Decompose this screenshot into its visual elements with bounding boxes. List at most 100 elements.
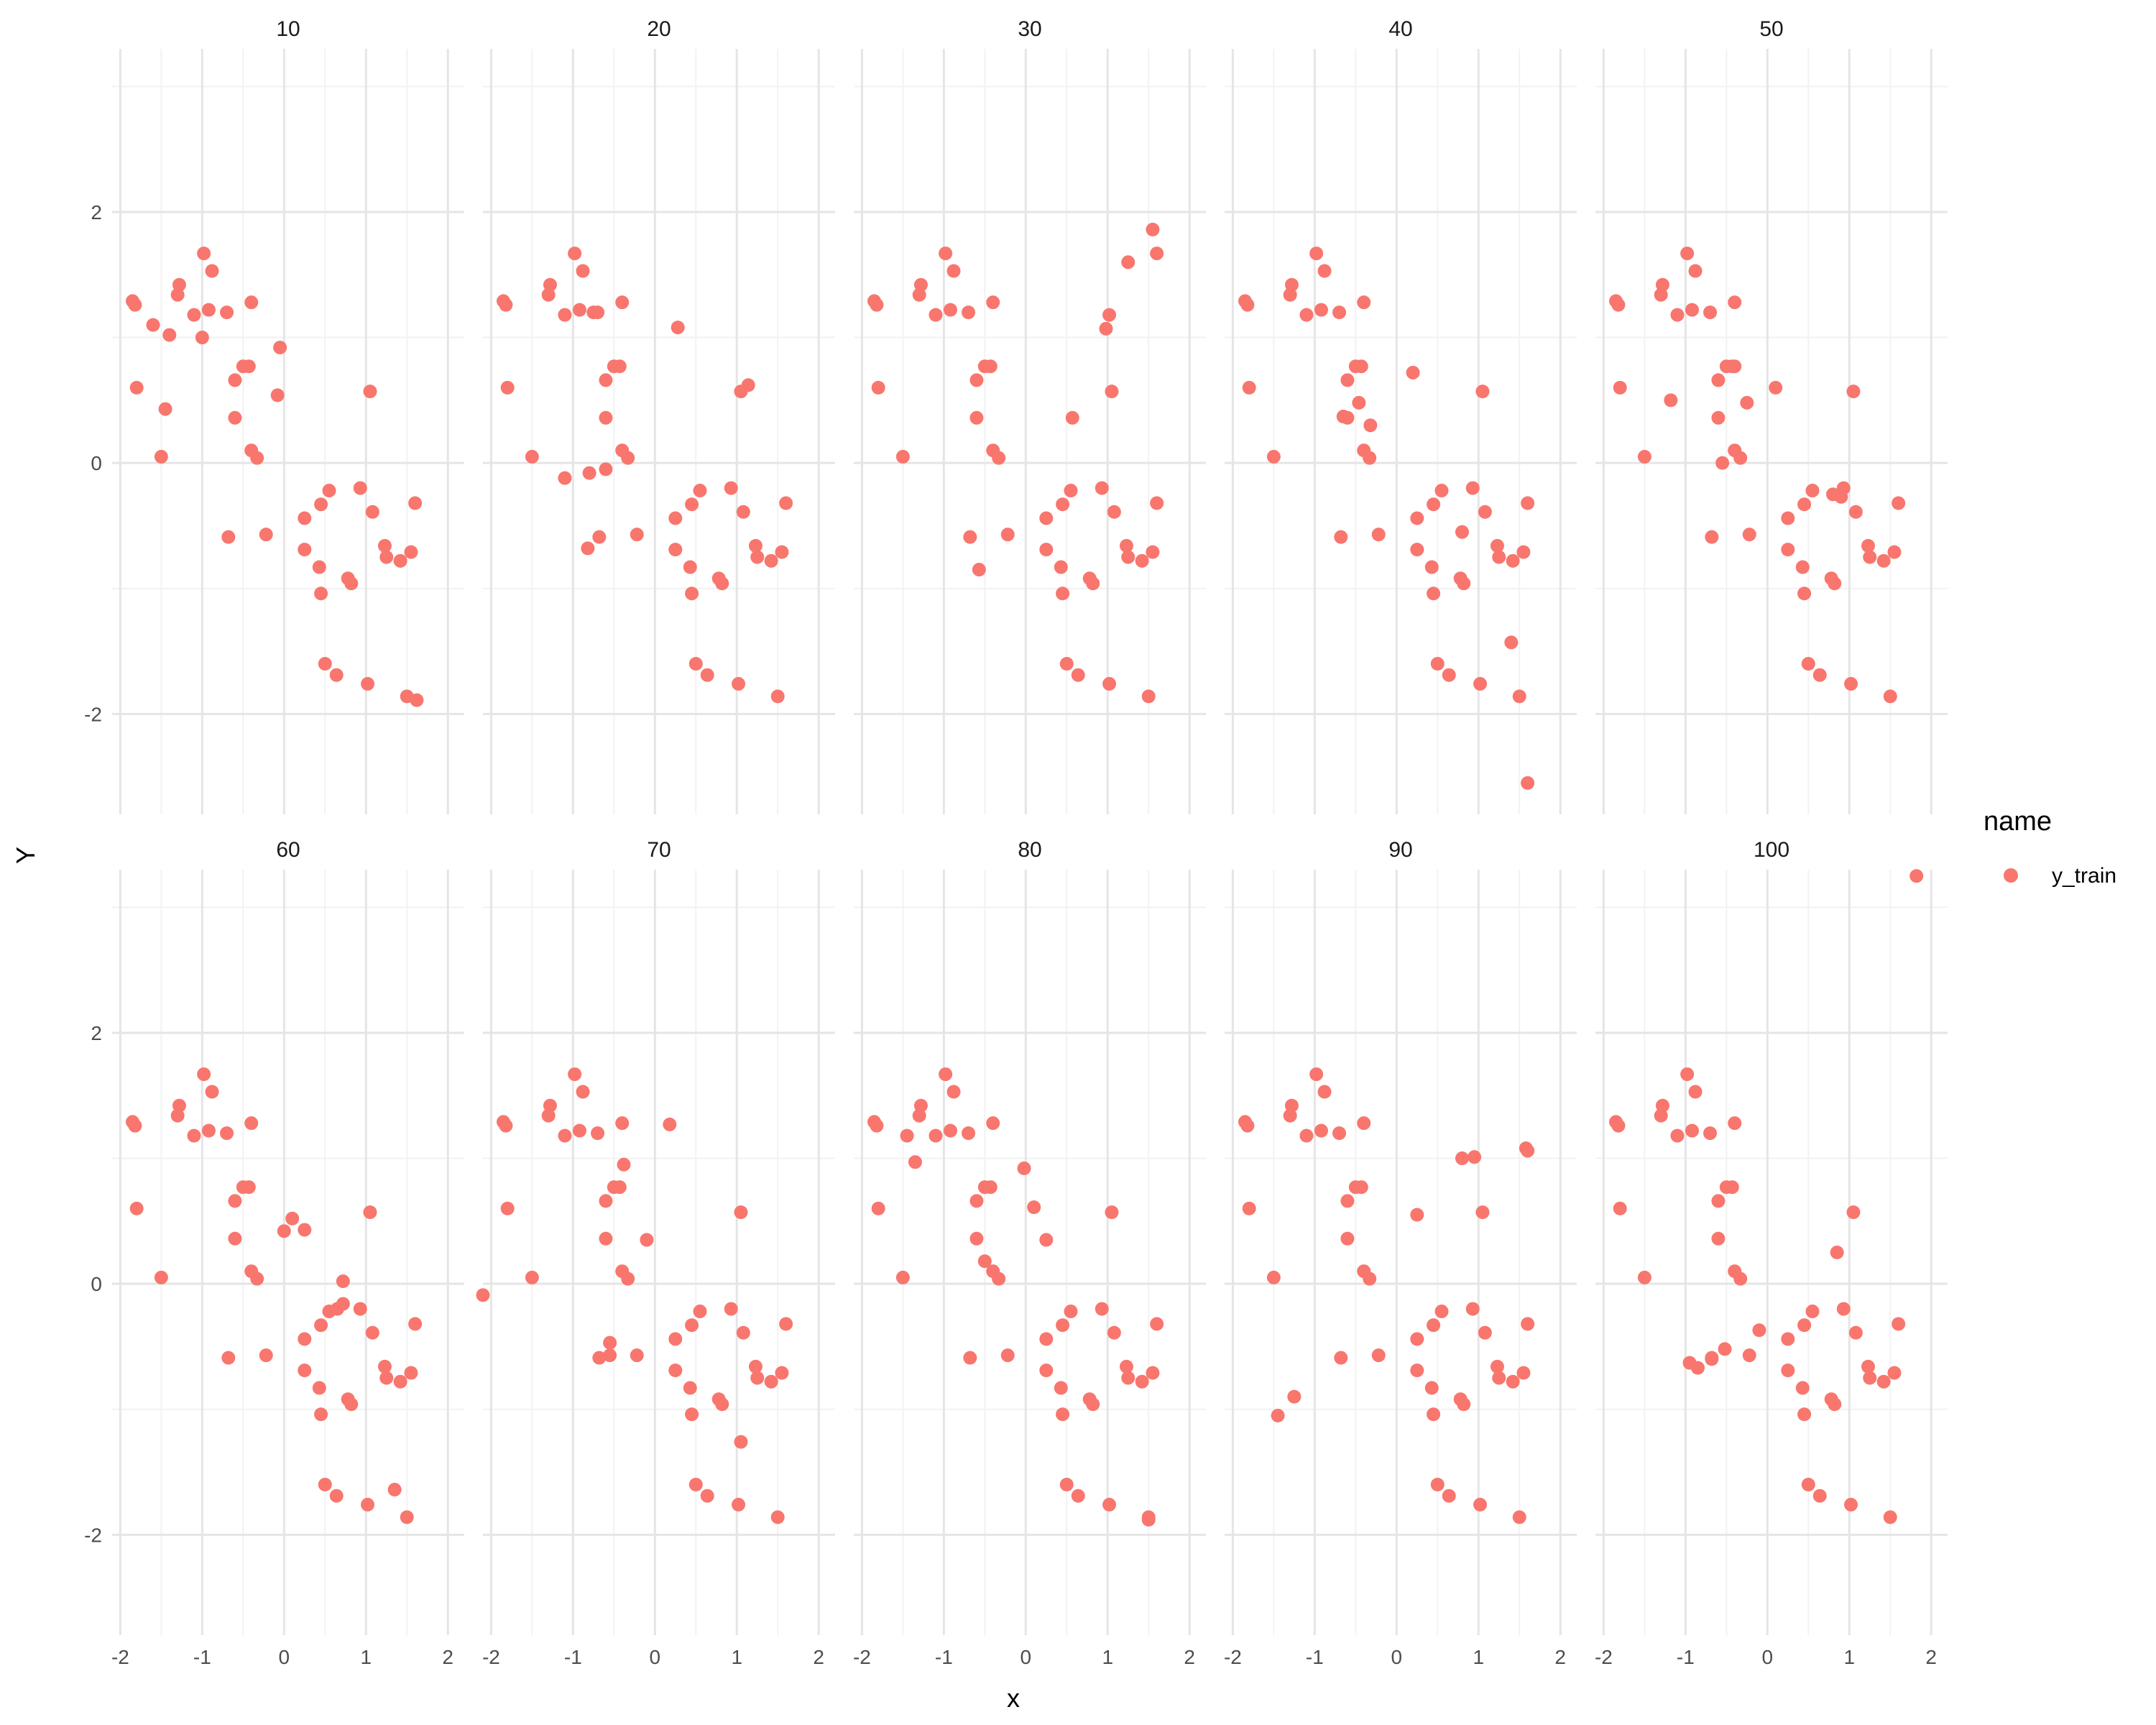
facet-panel — [112, 870, 464, 1635]
data-point — [400, 1510, 414, 1524]
data-point — [1516, 545, 1531, 559]
data-point — [1340, 1231, 1355, 1246]
data-point — [700, 1489, 714, 1503]
data-point — [318, 1477, 332, 1491]
data-point — [408, 496, 423, 510]
data-point — [1314, 1123, 1328, 1138]
facet-strip-labels: 10 20 30 40 50 60 70 80 90 100 — [276, 17, 1789, 862]
facet-panel — [854, 49, 1206, 814]
x-tick-label: 1 — [1102, 1646, 1113, 1668]
data-point — [870, 298, 884, 312]
data-point — [1613, 380, 1627, 395]
data-point — [1512, 689, 1526, 704]
data-point — [764, 1374, 778, 1389]
data-point — [688, 1477, 703, 1491]
data-point — [630, 1348, 644, 1363]
data-point — [1332, 1126, 1347, 1141]
data-point — [621, 451, 635, 465]
data-point — [992, 451, 1006, 465]
data-point — [558, 1128, 572, 1143]
data-point — [329, 668, 344, 682]
data-point — [361, 1497, 375, 1512]
data-point — [912, 288, 926, 302]
data-point — [1711, 1231, 1726, 1246]
data-point — [1797, 497, 1812, 512]
data-point — [1336, 410, 1350, 424]
data-point — [946, 264, 961, 278]
y-tick-label: 2 — [91, 201, 102, 224]
data-point — [1680, 247, 1695, 261]
data-point — [1135, 553, 1149, 568]
facet-strip-label: 70 — [647, 838, 671, 862]
data-point — [929, 1128, 943, 1143]
data-point — [986, 1116, 1000, 1131]
data-point — [1725, 1180, 1739, 1195]
data-point — [1340, 373, 1355, 387]
data-point — [1056, 1318, 1070, 1333]
data-point — [724, 481, 738, 495]
data-point — [1354, 1180, 1368, 1195]
data-point — [946, 1085, 961, 1099]
x-tick-labels: -2 -1 0 1 2 -2 -1 0 1 2 -2 -1 0 1 2 -2 -1 0 1 2 -2 -1 0 1 2 — [111, 1646, 1937, 1668]
data-point — [1039, 1363, 1054, 1378]
data-point — [499, 1118, 513, 1133]
data-point — [1797, 1318, 1812, 1333]
data-point — [576, 1085, 590, 1099]
data-point — [683, 560, 697, 574]
data-point — [1478, 1325, 1492, 1340]
data-point — [500, 1201, 515, 1215]
data-point — [1121, 255, 1135, 270]
data-point — [1718, 1342, 1732, 1356]
data-point — [939, 1067, 953, 1082]
data-point — [1056, 497, 1070, 512]
data-point — [1266, 1270, 1281, 1284]
data-point — [568, 1067, 582, 1082]
data-point — [1363, 451, 1377, 465]
data-point — [1064, 484, 1078, 498]
data-point — [154, 449, 168, 464]
data-point — [1909, 869, 1924, 883]
data-point — [1017, 1162, 1031, 1176]
data-point — [1430, 1477, 1445, 1491]
data-point — [1371, 1348, 1386, 1363]
x-tick-label: 0 — [279, 1646, 290, 1668]
data-point — [1805, 1305, 1820, 1319]
data-point — [1473, 676, 1488, 691]
data-point — [158, 402, 172, 416]
data-point — [576, 264, 590, 278]
data-point — [1781, 1363, 1795, 1378]
data-point — [683, 1381, 697, 1395]
data-point — [1054, 560, 1068, 574]
x-tick-label: 0 — [1021, 1646, 1032, 1668]
facet-panel — [1225, 49, 1577, 814]
data-point — [298, 1363, 312, 1378]
data-point — [1848, 1325, 1863, 1340]
data-point — [1825, 487, 1840, 502]
data-point — [615, 1116, 630, 1131]
data-point — [1733, 1271, 1748, 1286]
data-point — [1521, 1317, 1535, 1331]
data-point — [1283, 288, 1297, 302]
data-point — [1455, 1151, 1469, 1166]
data-point — [750, 550, 765, 564]
data-point — [197, 1067, 211, 1082]
data-point — [525, 1270, 539, 1284]
data-point — [1146, 545, 1160, 559]
legend: name y_train — [1984, 806, 2116, 888]
data-point — [1240, 1118, 1255, 1133]
data-point — [908, 1155, 922, 1169]
data-point — [1059, 1477, 1074, 1491]
data-point — [750, 1371, 765, 1385]
data-point — [298, 1223, 312, 1237]
data-point — [592, 1351, 607, 1365]
data-point — [983, 359, 998, 374]
data-point — [1309, 247, 1324, 261]
data-point — [1065, 410, 1079, 425]
y-tick-label: -2 — [84, 703, 102, 725]
data-point — [969, 1231, 984, 1246]
data-point — [1781, 1332, 1795, 1346]
data-point — [1056, 1407, 1070, 1422]
y-axis-title: Y — [11, 847, 40, 864]
facet-panel — [483, 49, 835, 814]
